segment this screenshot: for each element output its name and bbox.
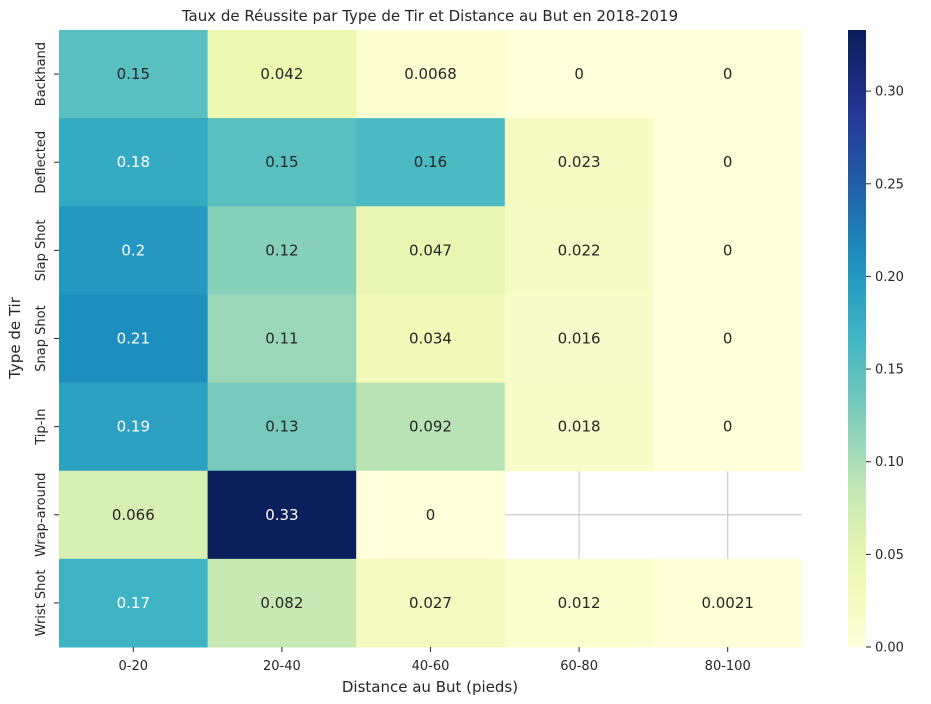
heatmap-cell xyxy=(59,294,209,384)
cell-value-label: 0.082 xyxy=(260,594,303,612)
cell-value-label: 0 xyxy=(723,65,733,83)
heatmap-cell xyxy=(207,382,357,472)
cell-value-label: 0.034 xyxy=(409,330,452,348)
heatmap-cell xyxy=(653,294,803,384)
y-axis-label: Type de Tir xyxy=(6,296,24,380)
heatmap-cell xyxy=(356,294,506,384)
colorbar-ticks: 0.00 0.05 0.10 0.15 0.20 0.25 0.30 xyxy=(866,85,904,656)
heatmap-cell xyxy=(653,30,803,119)
cell-value-label: 0.17 xyxy=(117,594,150,612)
heatmap-cell xyxy=(504,206,654,295)
cell-value-label: 0.066 xyxy=(112,506,155,524)
x-tick-label: 40-60 xyxy=(412,659,450,674)
colorbar-tick-label: 0.15 xyxy=(875,363,904,378)
y-tick-label: Wrist Shot xyxy=(34,570,49,637)
heatmap-cell xyxy=(207,118,357,207)
y-axis-ticks: Backhand Deflected Slap Shot Snap Shot Tip-I… xyxy=(34,42,59,636)
colorbar-tick-label: 0.10 xyxy=(875,455,904,470)
heatmap-cell xyxy=(504,294,654,384)
cell-value-label: 0 xyxy=(574,65,584,83)
cell-value-label: 0 xyxy=(723,241,733,259)
heatmap-cell xyxy=(653,118,803,207)
y-tick-label: Slap Shot xyxy=(34,219,49,281)
heatmap-cell xyxy=(504,30,654,119)
heatmap-cell xyxy=(653,382,803,472)
heatmap-cell xyxy=(59,118,209,207)
cell-value-label: 0.18 xyxy=(117,153,150,171)
x-tick-label: 80-100 xyxy=(705,659,751,674)
cell-value-label: 0.16 xyxy=(414,153,447,171)
cell-value-label: 0.027 xyxy=(409,594,452,612)
colorbar-tick-label: 0.00 xyxy=(875,641,904,656)
heatmap-cell xyxy=(356,558,506,648)
heatmap-cell xyxy=(59,470,209,560)
colorbar xyxy=(848,30,866,647)
cell-value-label: 0.13 xyxy=(265,418,298,436)
y-tick-label: Deflected xyxy=(34,131,49,194)
heatmap-cell xyxy=(59,30,209,119)
cell-value-label: 0 xyxy=(723,418,733,436)
heatmap-cell xyxy=(207,206,357,295)
colorbar-tick-label: 0.20 xyxy=(875,270,904,285)
cell-value-label: 0.092 xyxy=(409,418,452,436)
cell-value-label: 0.15 xyxy=(265,153,298,171)
colorbar-tick-label: 0.30 xyxy=(875,85,904,100)
heatmap-cell xyxy=(59,206,209,295)
heatmap-cell xyxy=(504,558,654,648)
cell-value-label: 0 xyxy=(723,330,733,348)
x-tick-label: 60-80 xyxy=(560,659,598,674)
heatmap-cell xyxy=(59,382,209,472)
cell-value-label: 0.15 xyxy=(117,65,150,83)
cell-value-label: 0 xyxy=(426,506,436,524)
cell-value-label: 0 xyxy=(723,153,733,171)
heatmap-cell xyxy=(504,118,654,207)
cell-value-label: 0.21 xyxy=(117,330,150,348)
cell-value-label: 0.023 xyxy=(558,153,601,171)
cell-value-label: 0.042 xyxy=(260,65,303,83)
colorbar-tick-label: 0.05 xyxy=(875,548,904,563)
y-tick-label: Tip-In xyxy=(34,409,49,446)
cell-value-label: 0.016 xyxy=(558,330,601,348)
y-tick-label: Backhand xyxy=(34,42,49,106)
heatmap-cell xyxy=(356,206,506,295)
cell-value-label: 0.19 xyxy=(117,418,150,436)
cell-value-label: 0.0021 xyxy=(701,594,754,612)
heatmap-cell xyxy=(356,118,506,207)
x-tick-label: 20-40 xyxy=(263,659,301,674)
heatmap-cell xyxy=(653,206,803,295)
heatmap-cell xyxy=(356,30,506,119)
heatmap-cell xyxy=(207,558,357,648)
y-tick-label: Wrap-around xyxy=(34,473,49,557)
heatmap-cell xyxy=(356,470,506,560)
heatmap-cell xyxy=(207,470,357,560)
colorbar-tick-label: 0.25 xyxy=(875,177,904,192)
cell-value-label: 0.33 xyxy=(265,506,298,524)
heatmap-cell xyxy=(207,294,357,384)
cell-value-label: 0.018 xyxy=(558,418,601,436)
heatmap-cell xyxy=(207,30,357,119)
cell-value-label: 0.022 xyxy=(558,241,601,259)
cell-value-label: 0.012 xyxy=(558,594,601,612)
heatmap-cell xyxy=(504,382,654,472)
y-tick-label: Snap Shot xyxy=(34,305,49,371)
x-axis-ticks: 0-20 20-40 40-60 60-80 80-100 xyxy=(119,647,751,674)
x-tick-label: 0-20 xyxy=(119,659,149,674)
chart-title: Taux de Réussite par Type de Tir et Dist… xyxy=(181,7,678,25)
heatmap-cell xyxy=(653,558,803,648)
cell-value-label: 0.12 xyxy=(265,241,298,259)
heatmap-cell-labels: 0.15 0.042 0.0068 0 0 0.18 0.15 0.16 0.023 0 0.2 0.… xyxy=(112,65,754,612)
cell-value-label: 0.047 xyxy=(409,241,452,259)
heatmap-cell xyxy=(356,382,506,472)
cell-value-label: 0.0068 xyxy=(404,65,457,83)
cell-value-label: 0.11 xyxy=(265,330,298,348)
heatmap-cells xyxy=(59,30,803,648)
cell-value-label: 0.2 xyxy=(121,241,145,259)
x-axis-label: Distance au But (pieds) xyxy=(342,678,518,696)
heatmap-cell xyxy=(59,558,209,648)
